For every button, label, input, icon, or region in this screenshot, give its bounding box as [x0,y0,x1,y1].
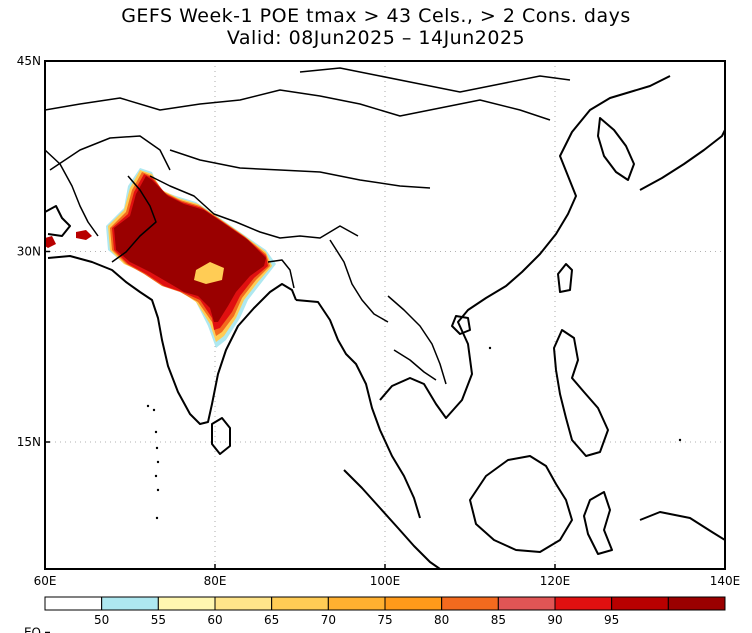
coast-taiwan [557,263,573,293]
border-iran [45,149,99,237]
island-dot [146,404,150,408]
colorbar-bin [157,596,216,611]
colorbar-bin [44,596,103,611]
colorbar-bin [441,596,499,611]
prob-west-blob-2 [76,230,92,240]
coast-japan [639,129,725,191]
colorbar-bin [667,596,726,611]
lat-tick-label: 15N [17,435,41,449]
border-laos-viet [387,295,447,385]
colorbar-label: 75 [377,613,392,627]
colorbar-label: 80 [434,613,449,627]
colorbar: 50 55 60 65 70 75 80 85 90 95 [44,596,726,627]
colorbar-bin [327,596,386,611]
colorbar-bin [214,596,273,611]
border-central-asia [45,89,551,121]
island-dot [156,488,160,492]
lon-tick-label: 120E [540,574,571,588]
map-area [45,61,725,569]
island-dot [678,438,682,442]
lon-tick-label: 60E [34,574,57,588]
colorbar-label: 90 [547,613,562,627]
colorbar-label: 70 [321,613,336,627]
lon-tick-label: 80E [204,574,227,588]
lon-tick-label: 140E [710,574,741,588]
borders [45,67,571,385]
latitude-labels: 45N 30N 15N EQ [17,54,50,633]
gridlines [45,61,725,569]
longitude-labels: 60E 80E 100E 120E 140E [34,564,741,588]
island-dot [155,446,159,450]
map-title-line1: GEFS Week-1 POE tmax > 43 Cels., > 2 Con… [121,5,631,27]
island-dot [156,460,160,464]
coast-papua [639,511,725,541]
colorbar-bin [384,596,443,611]
prob-hole [194,262,224,284]
colorbar-label: 65 [264,613,279,627]
colorbar-bin [554,596,613,611]
coast-indochina [379,75,671,419]
border-mongolia [299,67,571,93]
border-pak-india [111,175,157,263]
colorbar-bin [101,596,159,611]
coastlines [45,75,725,569]
coast-india [47,255,297,425]
small-islands [146,346,682,520]
lat-tick-label: EQ [24,626,41,633]
border-tibet [169,149,431,189]
coast-sumatra [343,469,441,569]
coast-borneo [469,455,573,553]
colorbar-bin [497,596,556,611]
colorbar-bin [271,596,329,611]
border-afghan [49,135,171,171]
coast-korea [597,117,635,181]
island-dot [154,430,158,434]
lon-tick-label: 100E [370,574,401,588]
coast-arabia-gulf [45,205,71,237]
colorbar-bin [611,596,669,611]
colorbar-label: 50 [94,613,109,627]
island-dot [154,474,158,478]
colorbar-label: 55 [151,613,166,627]
map-frame [44,60,726,570]
border-thai-cambodia [393,349,437,381]
colorbar-label: 95 [604,613,619,627]
coast-srilanka [211,417,231,455]
coast-sulawesi [583,491,613,555]
border-himalaya [149,175,359,239]
map-title-line2: Valid: 08Jun2025 – 14Jun2025 [226,27,526,49]
island-dot [155,516,159,520]
coast-burma-thai [295,299,421,519]
coast-philippines [553,329,609,457]
island-dot [488,346,492,350]
coast-hainan [451,315,471,335]
border-bangladesh [267,259,295,289]
lat-tick-label: 45N [17,54,41,68]
border-burma [329,239,389,323]
lat-tick-label: 30N [17,245,41,259]
island-dot [152,408,156,412]
prob-west-blob [45,236,56,248]
colorbar-label: 60 [207,613,222,627]
colorbar-label: 85 [491,613,506,627]
